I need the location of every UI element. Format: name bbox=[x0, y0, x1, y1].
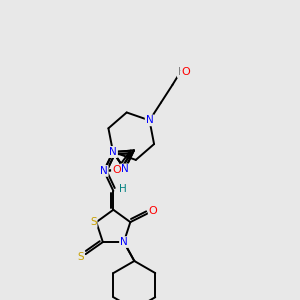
Text: S: S bbox=[90, 217, 97, 227]
Text: N: N bbox=[100, 166, 108, 176]
Text: N: N bbox=[120, 237, 128, 247]
Text: O: O bbox=[112, 165, 121, 175]
Text: S: S bbox=[77, 252, 84, 262]
Text: N: N bbox=[146, 116, 153, 125]
Text: N: N bbox=[109, 147, 117, 157]
Text: N: N bbox=[109, 147, 117, 157]
Text: O: O bbox=[149, 206, 158, 216]
Text: O: O bbox=[181, 67, 190, 77]
Text: N: N bbox=[121, 164, 129, 174]
Text: H: H bbox=[119, 184, 127, 194]
Text: H: H bbox=[178, 67, 185, 77]
